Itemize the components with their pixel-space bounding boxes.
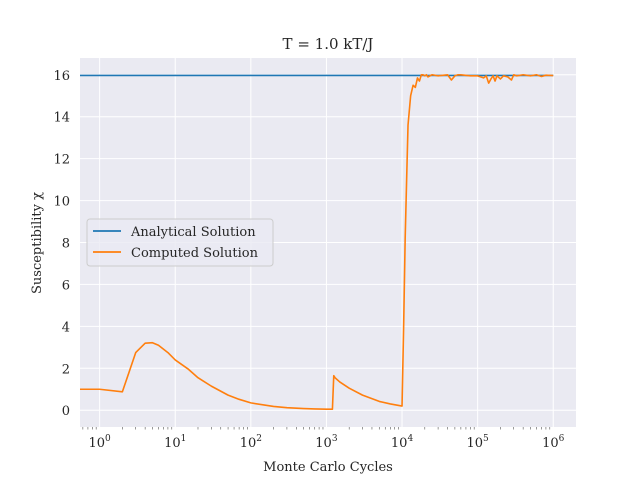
y-tick-label: 10: [53, 195, 70, 210]
y-axis-label: Susceptibility χ: [30, 192, 45, 294]
y-tick-label: 4: [62, 320, 70, 335]
legend: Analytical Solution Computed Solution: [86, 218, 274, 267]
x-axis-label: Monte Carlo Cycles: [263, 460, 393, 475]
legend-label-analytical: Analytical Solution: [130, 225, 256, 240]
y-tick-label: 2: [62, 362, 70, 377]
y-tick-label: 16: [53, 69, 70, 84]
x-tick-label: 102: [240, 434, 262, 451]
y-tick-label: 0: [62, 404, 70, 419]
ticks: 100 101 102 103 104 105 106 0 2 4 6 8 10 12 14 16: [53, 69, 564, 451]
x-tick-label: 103: [315, 434, 338, 451]
y-tick-label: 14: [53, 111, 70, 126]
grid: [80, 58, 576, 427]
y-tick-label: 6: [62, 278, 70, 293]
series-line-computed: [80, 73, 554, 410]
x-tick-label: 105: [466, 434, 489, 451]
x-tick-label: 100: [88, 434, 111, 451]
x-tick-label: 104: [391, 434, 414, 451]
y-tick-label: 8: [62, 237, 70, 252]
chart-title: T = 1.0 kT/J: [283, 35, 374, 53]
x-tick-label: 106: [542, 434, 565, 451]
x-tick-label: 101: [164, 434, 186, 451]
legend-box: [86, 218, 274, 267]
y-tick-label: 12: [53, 153, 70, 168]
legend-label-computed: Computed Solution: [131, 246, 259, 261]
series-lines: [80, 73, 554, 410]
